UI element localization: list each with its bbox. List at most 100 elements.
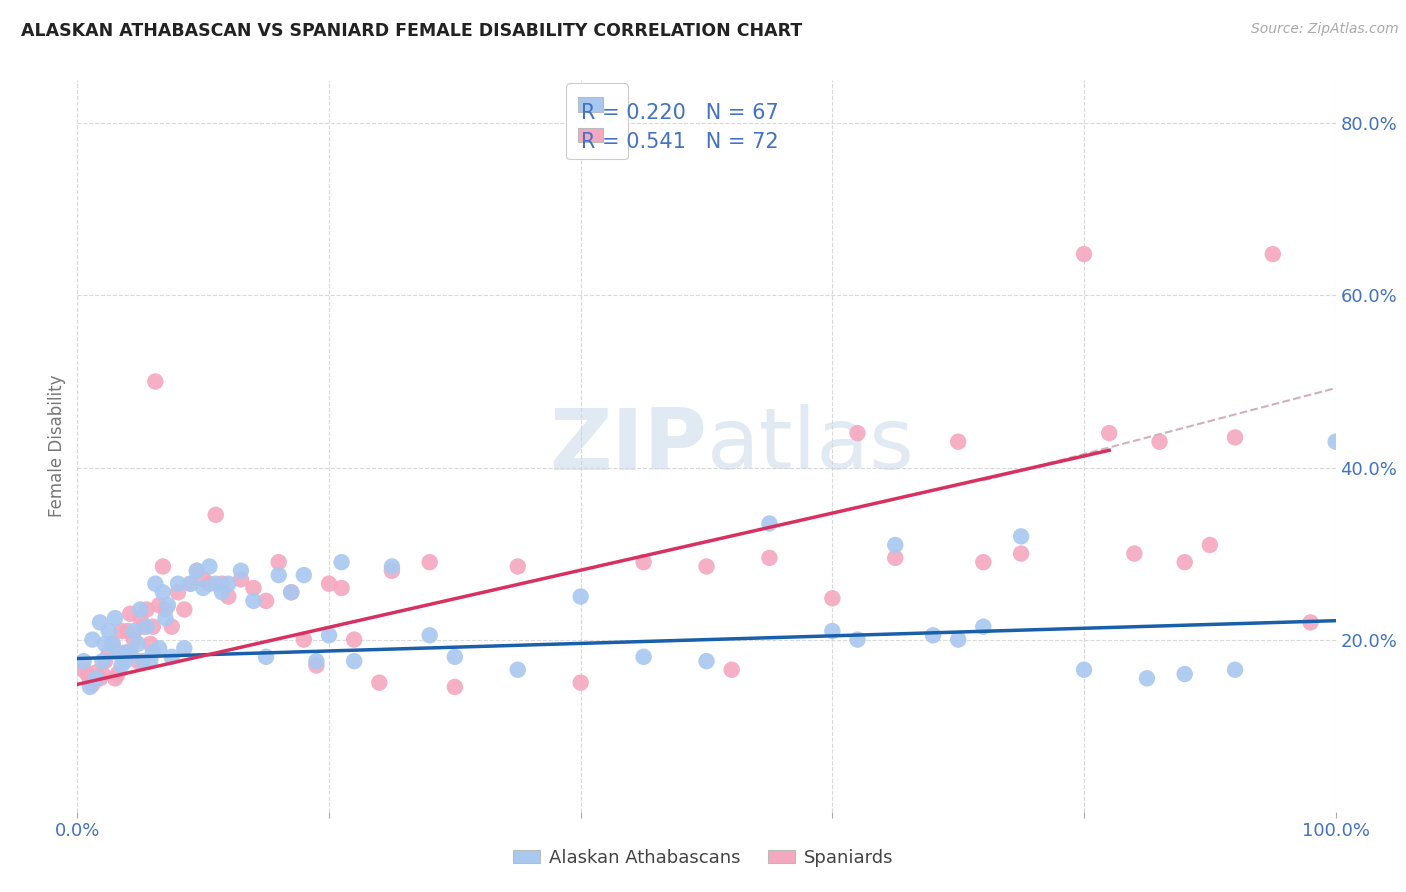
Point bbox=[129, 602, 152, 616]
Point bbox=[1136, 671, 1159, 685]
Point bbox=[846, 632, 869, 647]
Point bbox=[142, 620, 165, 634]
Point bbox=[696, 559, 718, 574]
Text: R = 0.220   N = 67: R = 0.220 N = 67 bbox=[581, 103, 779, 123]
Point bbox=[198, 559, 221, 574]
Point bbox=[120, 646, 142, 660]
Point bbox=[444, 649, 467, 664]
Point bbox=[419, 555, 441, 569]
Point bbox=[155, 611, 177, 625]
Point bbox=[186, 564, 208, 578]
Point bbox=[972, 620, 994, 634]
Point bbox=[82, 677, 104, 691]
Point bbox=[1149, 434, 1171, 449]
Point bbox=[846, 426, 869, 441]
Point bbox=[173, 602, 195, 616]
Point bbox=[506, 663, 529, 677]
Point bbox=[381, 559, 404, 574]
Point bbox=[156, 598, 179, 612]
Point bbox=[89, 615, 111, 630]
Point bbox=[330, 555, 353, 569]
Point bbox=[72, 654, 94, 668]
Point bbox=[229, 564, 252, 578]
Point bbox=[506, 559, 529, 574]
Point bbox=[368, 675, 391, 690]
Point bbox=[1073, 663, 1095, 677]
Point bbox=[343, 632, 366, 647]
Point bbox=[1223, 430, 1246, 444]
Legend: , : , bbox=[567, 83, 628, 159]
Point bbox=[104, 671, 127, 685]
Point bbox=[91, 654, 114, 668]
Point bbox=[132, 654, 155, 668]
Point bbox=[569, 675, 592, 690]
Point bbox=[167, 576, 190, 591]
Point bbox=[720, 663, 742, 677]
Text: ZIP: ZIP bbox=[548, 404, 707, 488]
Point bbox=[229, 573, 252, 587]
Point bbox=[292, 632, 315, 647]
Point bbox=[343, 654, 366, 668]
Point bbox=[217, 590, 239, 604]
Point bbox=[1299, 615, 1322, 630]
Point bbox=[143, 375, 166, 389]
Point bbox=[1174, 667, 1197, 681]
Point bbox=[1174, 555, 1197, 569]
Point bbox=[318, 628, 340, 642]
Point bbox=[129, 611, 152, 625]
Point bbox=[132, 620, 155, 634]
Point bbox=[884, 550, 907, 565]
Point bbox=[167, 585, 190, 599]
Point bbox=[97, 624, 120, 638]
Point bbox=[152, 559, 174, 574]
Point bbox=[330, 581, 353, 595]
Point bbox=[1010, 547, 1032, 561]
Point bbox=[280, 585, 302, 599]
Point bbox=[101, 637, 124, 651]
Text: atlas: atlas bbox=[707, 404, 914, 488]
Point bbox=[173, 641, 195, 656]
Point bbox=[305, 658, 328, 673]
Point bbox=[84, 665, 107, 680]
Point bbox=[821, 624, 844, 638]
Point bbox=[143, 576, 166, 591]
Point bbox=[89, 671, 111, 685]
Point bbox=[122, 624, 145, 638]
Point bbox=[160, 620, 183, 634]
Point bbox=[1098, 426, 1121, 441]
Point bbox=[884, 538, 907, 552]
Point bbox=[267, 568, 290, 582]
Point bbox=[180, 576, 202, 591]
Point bbox=[191, 573, 215, 587]
Point bbox=[696, 654, 718, 668]
Point bbox=[117, 624, 139, 638]
Legend: Alaskan Athabascans, Spaniards: Alaskan Athabascans, Spaniards bbox=[506, 842, 900, 874]
Point bbox=[204, 576, 226, 591]
Point bbox=[79, 671, 101, 685]
Point bbox=[242, 581, 264, 595]
Point bbox=[186, 564, 208, 578]
Point bbox=[114, 654, 136, 668]
Point bbox=[191, 581, 215, 595]
Point bbox=[280, 585, 302, 599]
Point bbox=[1198, 538, 1220, 552]
Text: Source: ZipAtlas.com: Source: ZipAtlas.com bbox=[1251, 22, 1399, 37]
Point bbox=[84, 671, 107, 685]
Point bbox=[82, 632, 104, 647]
Point bbox=[94, 637, 117, 651]
Point bbox=[135, 602, 157, 616]
Point bbox=[160, 649, 183, 664]
Point bbox=[948, 434, 970, 449]
Point bbox=[217, 576, 239, 591]
Point bbox=[198, 576, 221, 591]
Point bbox=[110, 624, 132, 638]
Point bbox=[1123, 547, 1146, 561]
Point bbox=[127, 637, 149, 651]
Point bbox=[569, 590, 592, 604]
Point bbox=[242, 594, 264, 608]
Point bbox=[139, 637, 162, 651]
Point bbox=[419, 628, 441, 642]
Point bbox=[142, 646, 165, 660]
Text: R = 0.541   N = 72: R = 0.541 N = 72 bbox=[581, 132, 779, 153]
Point bbox=[139, 654, 162, 668]
